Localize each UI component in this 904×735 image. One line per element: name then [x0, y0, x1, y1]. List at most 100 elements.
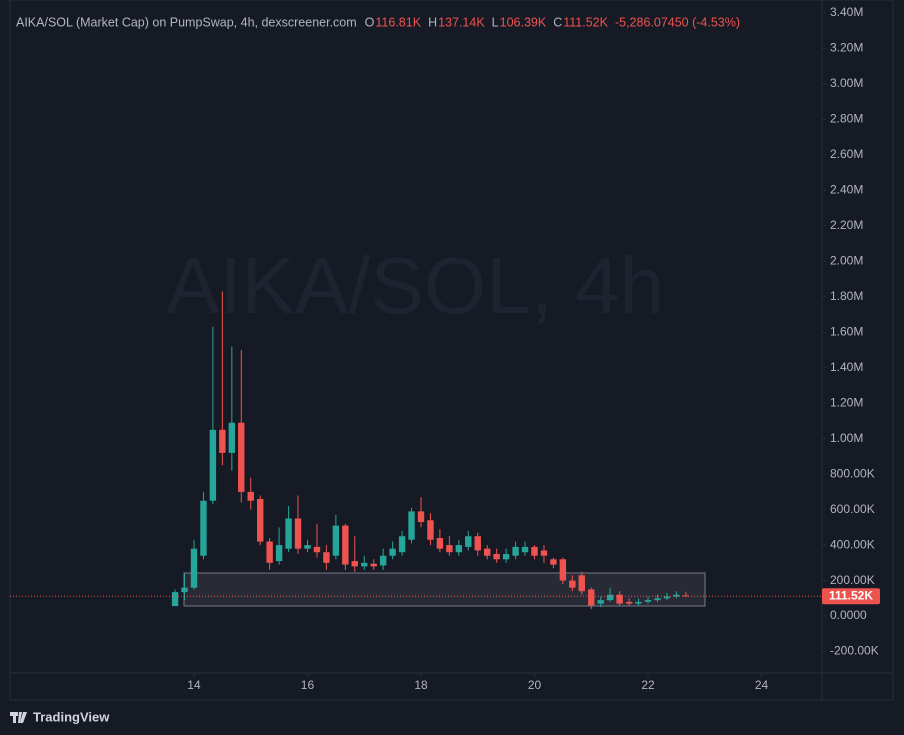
candle-body: [446, 545, 453, 553]
x-tick-label: 18: [414, 678, 428, 692]
candle-body: [190, 548, 198, 588]
y-tick-label: 3.00M: [830, 76, 863, 90]
candle-body: [285, 518, 292, 549]
y-tick-label: 400.00K: [830, 537, 875, 551]
y-tick-label: 2.60M: [830, 147, 863, 161]
y-tick-label: 0.0000: [830, 608, 867, 622]
candle-body: [644, 600, 652, 602]
candle-body: [540, 550, 548, 556]
candle-body: [417, 511, 425, 523]
branding: TradingView: [33, 709, 110, 724]
x-tick-label: 20: [528, 678, 542, 692]
candle-body: [379, 555, 387, 566]
candle-body: [200, 500, 207, 556]
legend-value: 106.39K: [500, 15, 547, 29]
y-tick-label: 200.00K: [830, 573, 875, 587]
candle-body: [578, 575, 585, 592]
y-tick-label: 2.20M: [830, 218, 863, 232]
candle-body: [361, 562, 368, 567]
candle-body: [606, 594, 614, 601]
candle-body: [275, 545, 283, 562]
candle-body: [266, 541, 273, 563]
candle-body: [389, 548, 396, 556]
candle-body: [219, 429, 226, 453]
candle-body: [427, 520, 434, 540]
candle-body: [351, 561, 358, 567]
y-tick-label: 3.40M: [830, 5, 863, 19]
y-tick-label: 1.20M: [830, 395, 863, 409]
candle-body: [502, 553, 510, 560]
y-tick-label: 3.20M: [830, 41, 863, 55]
ohlc-legend: O 116.81K H 137.14K L 106.39K C 111.52K -5,286.0…: [365, 15, 740, 29]
y-tick-label: 2.00M: [830, 253, 863, 267]
candle-body: [257, 498, 264, 542]
candle-body: [436, 538, 444, 549]
candle-body: [171, 592, 179, 607]
candle-body: [531, 546, 538, 556]
candle-body: [313, 546, 321, 553]
x-tick-label: 24: [755, 678, 769, 692]
x-tick-label: 22: [641, 678, 655, 692]
candle-body: [512, 546, 519, 556]
logo: [10, 712, 27, 723]
candle-body: [474, 536, 481, 551]
candle-body: [559, 559, 567, 581]
candle-body: [625, 601, 633, 604]
y-tick-label: 1.00M: [830, 431, 863, 445]
legend-key: H: [428, 15, 437, 29]
legend-key: L: [492, 15, 499, 29]
candle-body: [209, 429, 217, 501]
candle-body: [398, 536, 406, 553]
candle-body: [635, 601, 642, 604]
candle-body: [597, 600, 604, 604]
legend-value: 116.81K: [375, 15, 421, 29]
legend-change: -5,286.07450 (-4.53%): [615, 15, 740, 29]
x-tick-label: 16: [301, 678, 315, 692]
candle-body: [304, 545, 311, 549]
candle-body: [342, 525, 349, 565]
candle-body: [654, 598, 661, 601]
legend-value: 137.14K: [438, 15, 485, 29]
candle-body: [465, 536, 472, 547]
candle-body: [228, 422, 236, 453]
candle-body: [332, 525, 340, 556]
y-tick-label: 1.60M: [830, 324, 863, 338]
candle-body: [493, 553, 500, 560]
candle-body: [323, 552, 330, 563]
candle-body: [569, 580, 576, 588]
x-tick-label: 14: [187, 678, 201, 692]
candle-body: [181, 587, 188, 593]
chart-frame: [9, 0, 894, 701]
legend-value: 111.52K: [563, 15, 608, 29]
candle-body: [521, 546, 529, 553]
last-price-box: [822, 588, 880, 605]
candle-body: [588, 589, 595, 606]
logo-icon: [10, 712, 27, 723]
candle-body: [455, 545, 463, 553]
candle-body: [238, 422, 245, 492]
y-tick-label: 1.80M: [830, 289, 863, 303]
last-price-label: 111.52K: [829, 588, 873, 602]
legend-key: C: [553, 15, 562, 29]
y-tick-label: 2.80M: [830, 112, 863, 126]
y-tick-label: 600.00K: [830, 502, 875, 516]
legend-key: O: [365, 15, 375, 29]
chart-title: AIKA/SOL (Market Cap) on PumpSwap, 4h, d…: [16, 15, 357, 29]
candle-body: [294, 518, 302, 549]
candle-body: [370, 563, 377, 567]
y-tick-label: 1.40M: [830, 360, 863, 374]
candle-body: [663, 596, 671, 599]
y-tick-label: 800.00K: [830, 466, 875, 480]
y-tick-label: 2.40M: [830, 183, 863, 197]
candle-body: [247, 491, 254, 501]
candle-body: [550, 559, 557, 565]
candle-body: [484, 548, 491, 556]
drawn-rectangle: [183, 572, 706, 607]
candle-body: [673, 594, 680, 597]
candle-body: [616, 594, 623, 604]
y-tick-label: -200.00K: [830, 644, 879, 658]
candle-body: [408, 511, 415, 540]
watermark: AIKA/SOL, 4h: [166, 241, 664, 330]
